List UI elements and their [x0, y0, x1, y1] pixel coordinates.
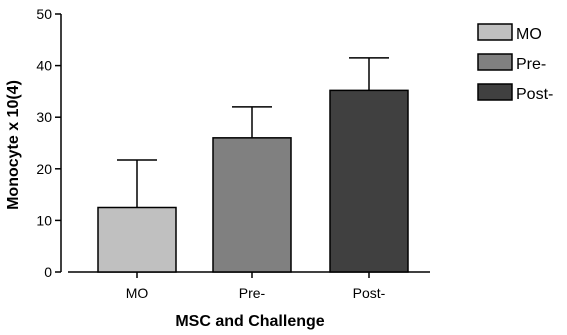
- y-axis-title: Monocyte x 10(4): [5, 80, 22, 210]
- bar-post: [329, 89, 409, 273]
- y-tick-label: 50: [36, 6, 52, 22]
- legend-swatch: [477, 23, 513, 41]
- error-bars: [117, 57, 389, 208]
- y-tick-label: 40: [36, 58, 52, 74]
- y-tick-label: 30: [36, 109, 52, 125]
- x-axis: MO Pre- Post-: [68, 271, 430, 301]
- legend-swatch: [477, 83, 513, 101]
- y-axis: 0 10 20 30 40 50: [36, 6, 62, 280]
- y-tick-label: 10: [36, 212, 52, 228]
- bars: [97, 89, 409, 273]
- legend-label: Pre-: [516, 56, 546, 73]
- legend: MO Pre- Post-: [477, 23, 553, 103]
- x-tick-label: MO: [126, 285, 149, 301]
- bar-pre: [212, 137, 292, 273]
- x-tick-label: Post-: [353, 285, 386, 301]
- legend-label: Post-: [516, 86, 553, 103]
- y-tick-label: 20: [36, 161, 52, 177]
- x-axis-title: MSC and Challenge: [175, 313, 324, 330]
- bar-mo: [97, 206, 177, 273]
- legend-swatch: [477, 53, 513, 71]
- x-tick-label: Pre-: [239, 285, 266, 301]
- legend-label: MO: [516, 26, 542, 43]
- y-tick-label: 0: [44, 264, 52, 280]
